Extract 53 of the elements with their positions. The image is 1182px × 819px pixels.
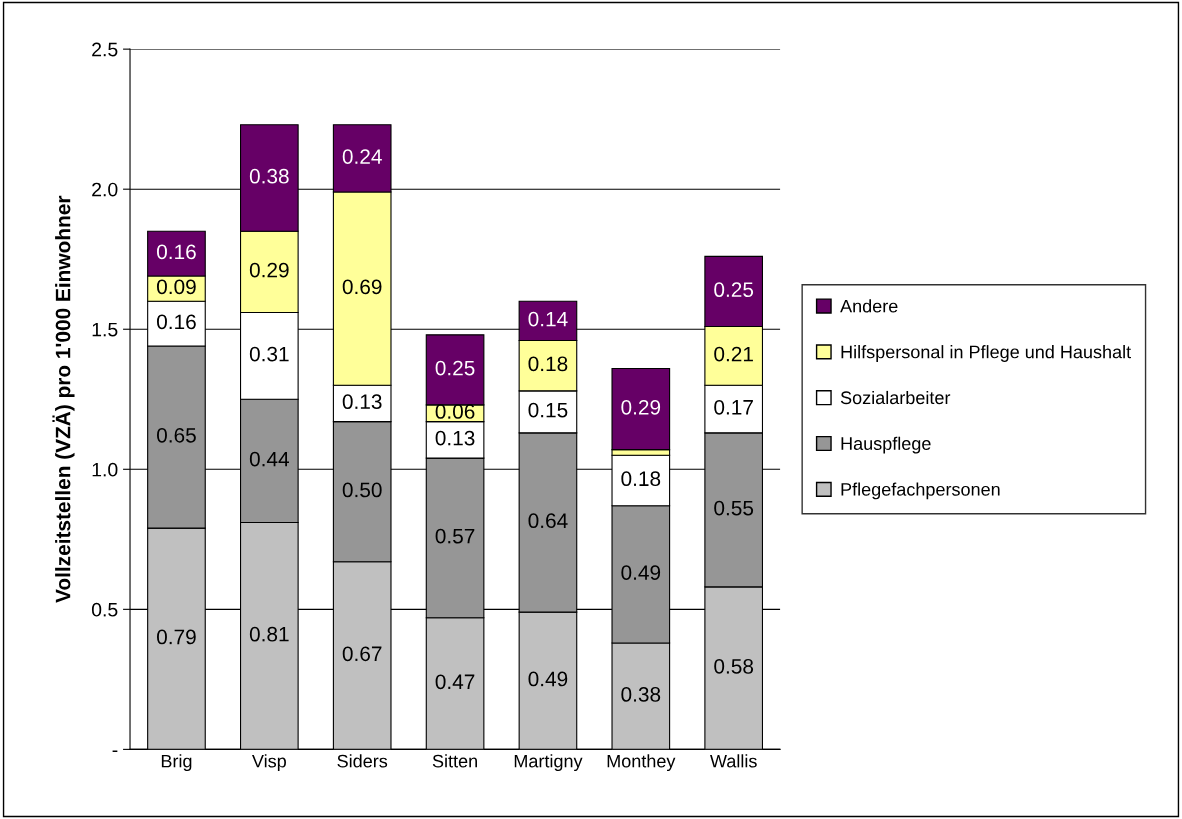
data-label: 0.38 — [621, 687, 661, 702]
data-label: 0.25 — [714, 282, 754, 298]
data-label: 0.65 — [157, 427, 196, 443]
y-tick-label: - — [112, 750, 118, 753]
x-tick-label: Visp — [252, 754, 286, 772]
data-label: 0.58 — [714, 659, 754, 674]
data-label: 0.50 — [342, 482, 382, 498]
data-label: 0.55 — [714, 500, 754, 516]
x-tick-label: Siders — [337, 754, 388, 768]
legend-label: Hauspflege — [841, 436, 931, 454]
x-tick-label: Monthey — [607, 754, 676, 772]
data-label: 0.06 — [435, 404, 475, 419]
data-label: 0.13 — [342, 394, 382, 410]
data-label: 0.09 — [157, 279, 196, 295]
data-label: 0.67 — [342, 646, 382, 662]
data-label: 0.25 — [435, 360, 475, 376]
data-label: 0.13 — [435, 430, 475, 446]
data-label: 0.49 — [621, 565, 661, 580]
y-tick-label: 2.0 — [92, 182, 118, 197]
data-label: 0.16 — [157, 244, 196, 260]
y-tick-label: 1.5 — [92, 322, 118, 337]
data-label: 0.79 — [157, 629, 196, 645]
data-label: 0.16 — [157, 314, 196, 330]
data-label: 0.18 — [528, 356, 568, 372]
y-axis-title: Vollzeitstellen (VZÄ) pro 1'000 Einwohner — [52, 195, 75, 603]
y-tick-label: 1.0 — [92, 462, 118, 477]
data-label: 0.57 — [435, 528, 475, 544]
data-label: 0.44 — [249, 451, 289, 467]
legend-label: Hilfspersonal in Pflege und Haushalt — [841, 345, 1131, 362]
data-label: 0.14 — [528, 311, 568, 327]
data-label: 0.21 — [714, 346, 753, 362]
data-label: 0.18 — [621, 471, 661, 487]
y-tick-label: 0.5 — [91, 602, 118, 617]
data-label: 0.17 — [714, 399, 753, 415]
data-label: 0.81 — [249, 626, 289, 642]
data-label: 0.15 — [528, 402, 568, 418]
y-tick-label: 2.5 — [92, 42, 118, 57]
legend-label: Sozialarbeiter — [840, 390, 951, 405]
data-label: 0.64 — [528, 513, 568, 529]
data-label: 0.69 — [342, 279, 382, 295]
data-label: 0.29 — [249, 262, 289, 278]
data-label: 0.47 — [435, 674, 475, 690]
data-label: 0.38 — [249, 168, 289, 184]
legend-label: Pflegefachpersonen — [841, 482, 1000, 500]
x-tick-label: Brig — [161, 754, 192, 772]
x-tick-label: Sitten — [432, 754, 477, 768]
data-label: 0.49 — [528, 671, 568, 687]
data-label: 0.31 — [249, 346, 289, 362]
legend-label: Andere — [840, 299, 898, 313]
x-tick-label: Wallis — [710, 754, 757, 768]
data-label: 0.24 — [342, 149, 382, 164]
x-tick-label: Martigny — [514, 754, 583, 772]
data-label: 0.29 — [621, 399, 661, 415]
